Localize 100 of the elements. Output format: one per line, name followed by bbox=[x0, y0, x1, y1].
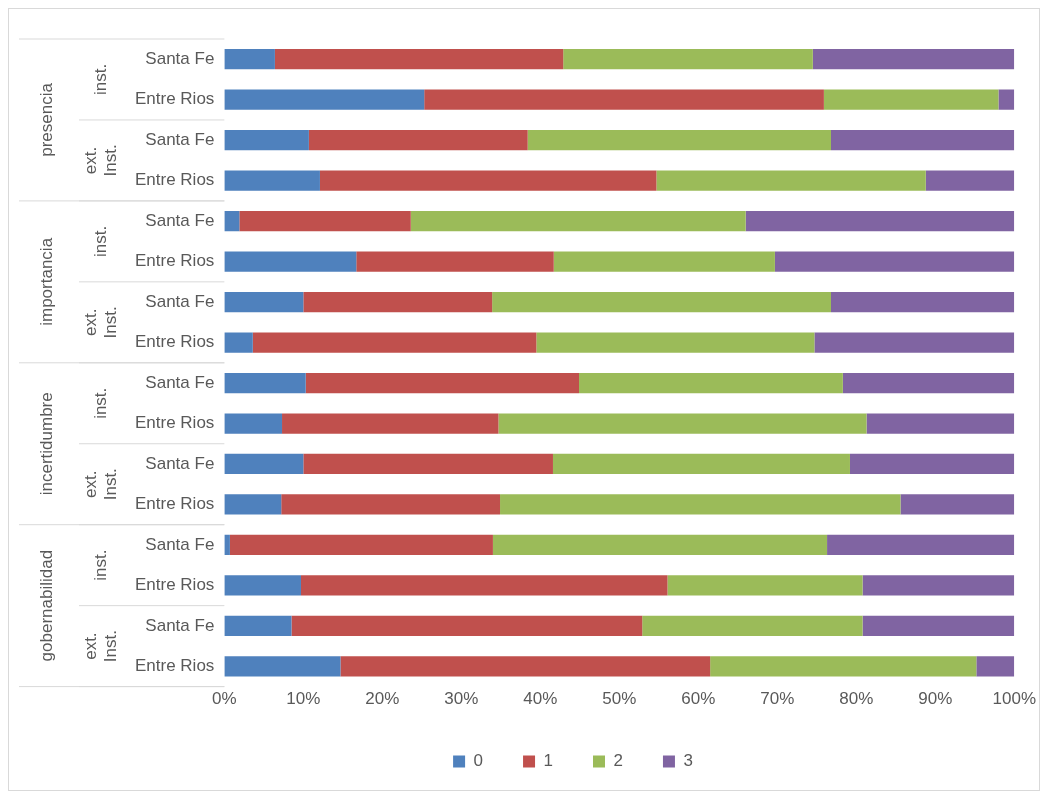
text: ext. Inst. bbox=[80, 468, 120, 501]
bar bbox=[224, 332, 253, 353]
text: incertidumbre bbox=[36, 392, 56, 496]
bar bbox=[823, 89, 999, 110]
x-tick-label: 70% bbox=[760, 689, 795, 709]
bar bbox=[745, 211, 1015, 232]
bar bbox=[319, 170, 657, 191]
y-tick-label: Santa Fe bbox=[145, 453, 215, 473]
bar bbox=[710, 656, 977, 677]
text: inst. bbox=[90, 387, 110, 419]
bar bbox=[281, 494, 501, 515]
x-tick-label: 80% bbox=[839, 689, 874, 709]
bar bbox=[812, 49, 1015, 70]
bar bbox=[224, 251, 357, 272]
bar bbox=[224, 49, 275, 70]
bar bbox=[553, 251, 775, 272]
bar bbox=[282, 413, 499, 434]
bar bbox=[424, 89, 824, 110]
bar bbox=[224, 372, 306, 394]
bar bbox=[536, 332, 815, 353]
y-tick-label: Entre Rios bbox=[134, 332, 215, 352]
legend-label: 3 bbox=[683, 751, 693, 771]
bar bbox=[410, 211, 746, 232]
y-tick-label: Entre Rios bbox=[134, 575, 215, 595]
y-tick-label: Entre Rios bbox=[134, 251, 215, 271]
y-tick-label: Santa Fe bbox=[145, 129, 215, 149]
x-tick-label: 0% bbox=[212, 689, 237, 709]
x-tick-label: 100% bbox=[992, 689, 1036, 709]
x-tick-label: 40% bbox=[523, 689, 558, 709]
text: gobernabilidad bbox=[36, 549, 56, 662]
bar bbox=[498, 413, 867, 434]
bar bbox=[842, 372, 1015, 394]
text: ext. Inst. bbox=[80, 306, 120, 339]
bar bbox=[224, 89, 425, 110]
bar bbox=[340, 656, 711, 677]
bar bbox=[492, 291, 831, 313]
y-tick-label: Santa Fe bbox=[145, 291, 215, 311]
bar bbox=[866, 413, 1015, 434]
text: ext. Inst. bbox=[80, 630, 120, 663]
bar bbox=[563, 49, 813, 70]
legend-label: 1 bbox=[543, 751, 554, 771]
bar bbox=[303, 453, 553, 475]
bar bbox=[827, 534, 1015, 556]
bar bbox=[224, 615, 292, 637]
bar bbox=[224, 211, 240, 232]
bar bbox=[300, 575, 668, 596]
bar bbox=[500, 494, 901, 515]
x-tick-label: 20% bbox=[365, 689, 400, 709]
bar bbox=[308, 130, 528, 151]
bar bbox=[552, 453, 850, 475]
text: inst. bbox=[90, 225, 110, 257]
bar bbox=[656, 170, 926, 191]
bar bbox=[862, 575, 1015, 596]
x-tick-label: 90% bbox=[918, 689, 953, 709]
bar bbox=[224, 413, 283, 434]
y-tick-label: Santa Fe bbox=[145, 48, 215, 68]
y-tick-label: Santa Fe bbox=[145, 534, 215, 554]
y-tick-label: Entre Rios bbox=[134, 494, 215, 514]
bar bbox=[224, 494, 282, 515]
bar bbox=[831, 291, 1015, 313]
bar bbox=[774, 251, 1015, 272]
bar bbox=[239, 211, 411, 232]
y-tick-label: Entre Rios bbox=[134, 89, 215, 109]
bar bbox=[831, 130, 1015, 151]
y-tick-label: Entre Rios bbox=[134, 656, 215, 676]
bar bbox=[814, 332, 1015, 353]
legend-label: 2 bbox=[613, 751, 623, 771]
bar bbox=[224, 575, 301, 596]
bar bbox=[305, 372, 580, 394]
bar bbox=[527, 130, 831, 151]
bar bbox=[274, 49, 564, 70]
bar bbox=[492, 534, 828, 556]
bar bbox=[224, 130, 309, 151]
bar bbox=[862, 615, 1015, 637]
x-tick-label: 50% bbox=[602, 689, 637, 709]
y-tick-label: Entre Rios bbox=[134, 170, 215, 190]
y-tick-label: Entre Rios bbox=[134, 413, 215, 433]
bar bbox=[642, 615, 863, 637]
y-tick-label: Santa Fe bbox=[145, 372, 215, 392]
bar bbox=[667, 575, 863, 596]
y-tick-label: Santa Fe bbox=[145, 615, 215, 635]
bar bbox=[224, 170, 320, 191]
bar bbox=[224, 453, 304, 475]
bar bbox=[224, 291, 304, 313]
bar bbox=[303, 291, 493, 313]
bar bbox=[976, 656, 1015, 677]
bar bbox=[356, 251, 554, 272]
bar bbox=[849, 453, 1015, 475]
text: inst. bbox=[90, 63, 110, 96]
x-tick-label: 30% bbox=[444, 689, 479, 709]
bar bbox=[998, 89, 1015, 110]
bar bbox=[229, 534, 493, 556]
y-tick-label: Santa Fe bbox=[145, 210, 215, 230]
bar bbox=[579, 372, 843, 394]
bar bbox=[252, 332, 537, 353]
text: ext. Inst. bbox=[80, 144, 120, 177]
bar bbox=[925, 170, 1015, 191]
text: inst. bbox=[90, 549, 110, 581]
x-tick-label: 60% bbox=[681, 689, 716, 709]
bar bbox=[900, 494, 1015, 515]
